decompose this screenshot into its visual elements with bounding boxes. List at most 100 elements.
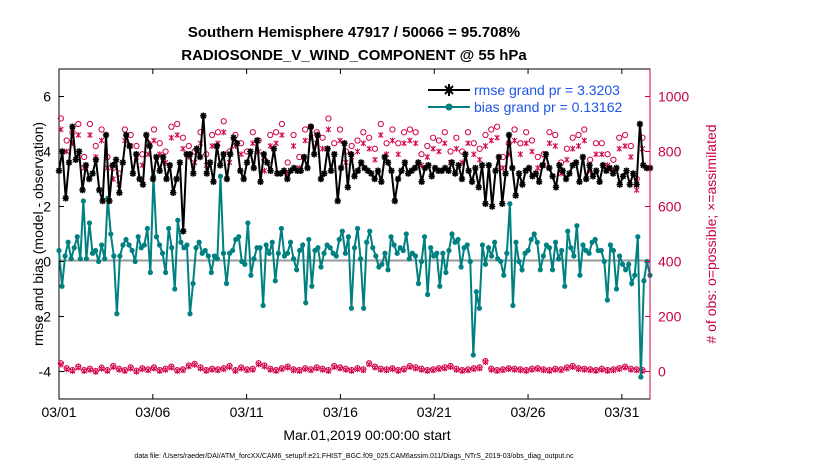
y-right-tick-label: 400 <box>658 254 682 270</box>
bias-point <box>263 242 269 248</box>
bias-point <box>351 245 358 251</box>
obs-possible-marker <box>476 145 483 152</box>
obs-assimilated-marker-low <box>424 367 431 374</box>
bias-point <box>406 256 412 262</box>
obs-possible-marker <box>290 131 297 139</box>
bias-point <box>135 234 141 240</box>
obs-possible-marker <box>441 129 448 136</box>
bias-point <box>421 234 428 240</box>
obs-possible-marker <box>75 120 82 128</box>
rmse-point <box>277 170 284 177</box>
rmse-point <box>341 140 348 147</box>
obs-assimilated-marker-low <box>575 366 582 373</box>
rmse-point <box>415 159 422 166</box>
obs-assimilated-marker <box>337 137 343 144</box>
bias-point <box>333 253 339 259</box>
bias-point <box>205 253 211 259</box>
rmse-point <box>405 170 412 177</box>
bias-point <box>525 247 531 254</box>
rmse-point <box>331 151 338 158</box>
obs-assimilated-marker <box>441 140 448 147</box>
obs-assimilated-marker-low <box>633 367 640 374</box>
bias-point <box>610 247 617 254</box>
bias-point <box>382 250 388 256</box>
bias-point <box>537 267 543 273</box>
bias-point <box>342 250 348 256</box>
obs-assimilated-marker <box>151 137 157 144</box>
bias-point <box>492 239 498 245</box>
rmse-point <box>243 159 251 166</box>
bias-point <box>96 258 102 265</box>
obs-possible-marker <box>424 142 431 150</box>
bias-point <box>607 242 613 248</box>
obs-assimilated-marker <box>354 148 361 155</box>
obs-assimilated-marker-low <box>511 366 518 373</box>
rmse-point <box>149 175 157 183</box>
bias-point <box>214 256 221 262</box>
rmse-point <box>401 159 409 166</box>
rmse-point <box>425 162 432 169</box>
x-axis-label: Mar.01,2019 00:00:00 start <box>283 427 450 443</box>
bias-point <box>220 250 227 256</box>
obs-assimilated-marker-low <box>255 361 262 368</box>
rmse-point <box>89 170 96 177</box>
rmse-point <box>290 164 298 172</box>
bias-point <box>321 250 327 256</box>
obs-possible-marker <box>121 126 128 133</box>
rmse-point <box>169 189 177 196</box>
bias-series <box>56 173 653 380</box>
obs-assimilated-marker <box>325 126 332 133</box>
bias-point <box>266 250 272 256</box>
rmse-point <box>116 189 123 196</box>
bias-point <box>571 253 577 259</box>
y-left-tick-label: 4 <box>43 144 51 160</box>
obs-assimilated-marker-low <box>279 366 285 373</box>
rmse-point <box>260 151 268 158</box>
bias-point <box>236 234 242 240</box>
rmse-point <box>139 181 147 188</box>
bias-point <box>464 242 470 248</box>
rmse-point <box>509 164 516 172</box>
legend: rmse grand pr = 3.3203 bias grand pr = 0… <box>428 82 622 115</box>
rmse-point <box>606 164 613 172</box>
obs-possible-marker <box>430 134 437 141</box>
obs-possible-marker <box>348 142 355 150</box>
rmse-point <box>643 164 650 172</box>
bias-point <box>485 245 492 251</box>
rmse-point <box>455 162 462 169</box>
obs-assimilated-marker <box>372 156 378 163</box>
obs-assimilated-marker <box>63 148 70 155</box>
obs-assimilated-marker <box>87 132 93 138</box>
obs-assimilated-marker <box>569 145 576 152</box>
bias-point <box>56 247 62 254</box>
bias-point <box>208 269 214 276</box>
obs-possible-marker <box>354 137 361 144</box>
rmse-point <box>230 134 237 141</box>
rmse-point <box>358 159 365 166</box>
rmse-point <box>549 173 556 180</box>
rmse-point <box>421 164 429 172</box>
obs-assimilated-marker-low <box>436 366 442 373</box>
obs-assimilated-marker <box>366 145 372 152</box>
rmse-point <box>640 162 647 169</box>
obs-assimilated-marker <box>360 140 367 147</box>
rmse-point <box>388 167 395 174</box>
bias-point <box>68 256 74 262</box>
y-left-tick-label: 6 <box>43 89 51 105</box>
obs-assimilated-marker-low <box>75 364 82 371</box>
obs-assimilated-marker <box>378 132 384 138</box>
rmse-point <box>515 170 523 177</box>
obs-possible-marker <box>563 145 570 152</box>
obs-assimilated-marker-low <box>430 367 436 374</box>
obs-assimilated-marker <box>517 151 524 158</box>
y-right-tick-label: 0 <box>658 364 666 380</box>
rmse-point <box>206 159 214 166</box>
obs-assimilated-marker-low <box>238 365 244 372</box>
obs-possible-marker <box>63 137 70 144</box>
rmse-point <box>136 175 143 183</box>
bias-point <box>327 245 333 251</box>
bias-point <box>99 242 105 248</box>
bias-point <box>132 258 138 265</box>
rmse-point <box>586 162 593 169</box>
bias-point <box>467 258 473 265</box>
